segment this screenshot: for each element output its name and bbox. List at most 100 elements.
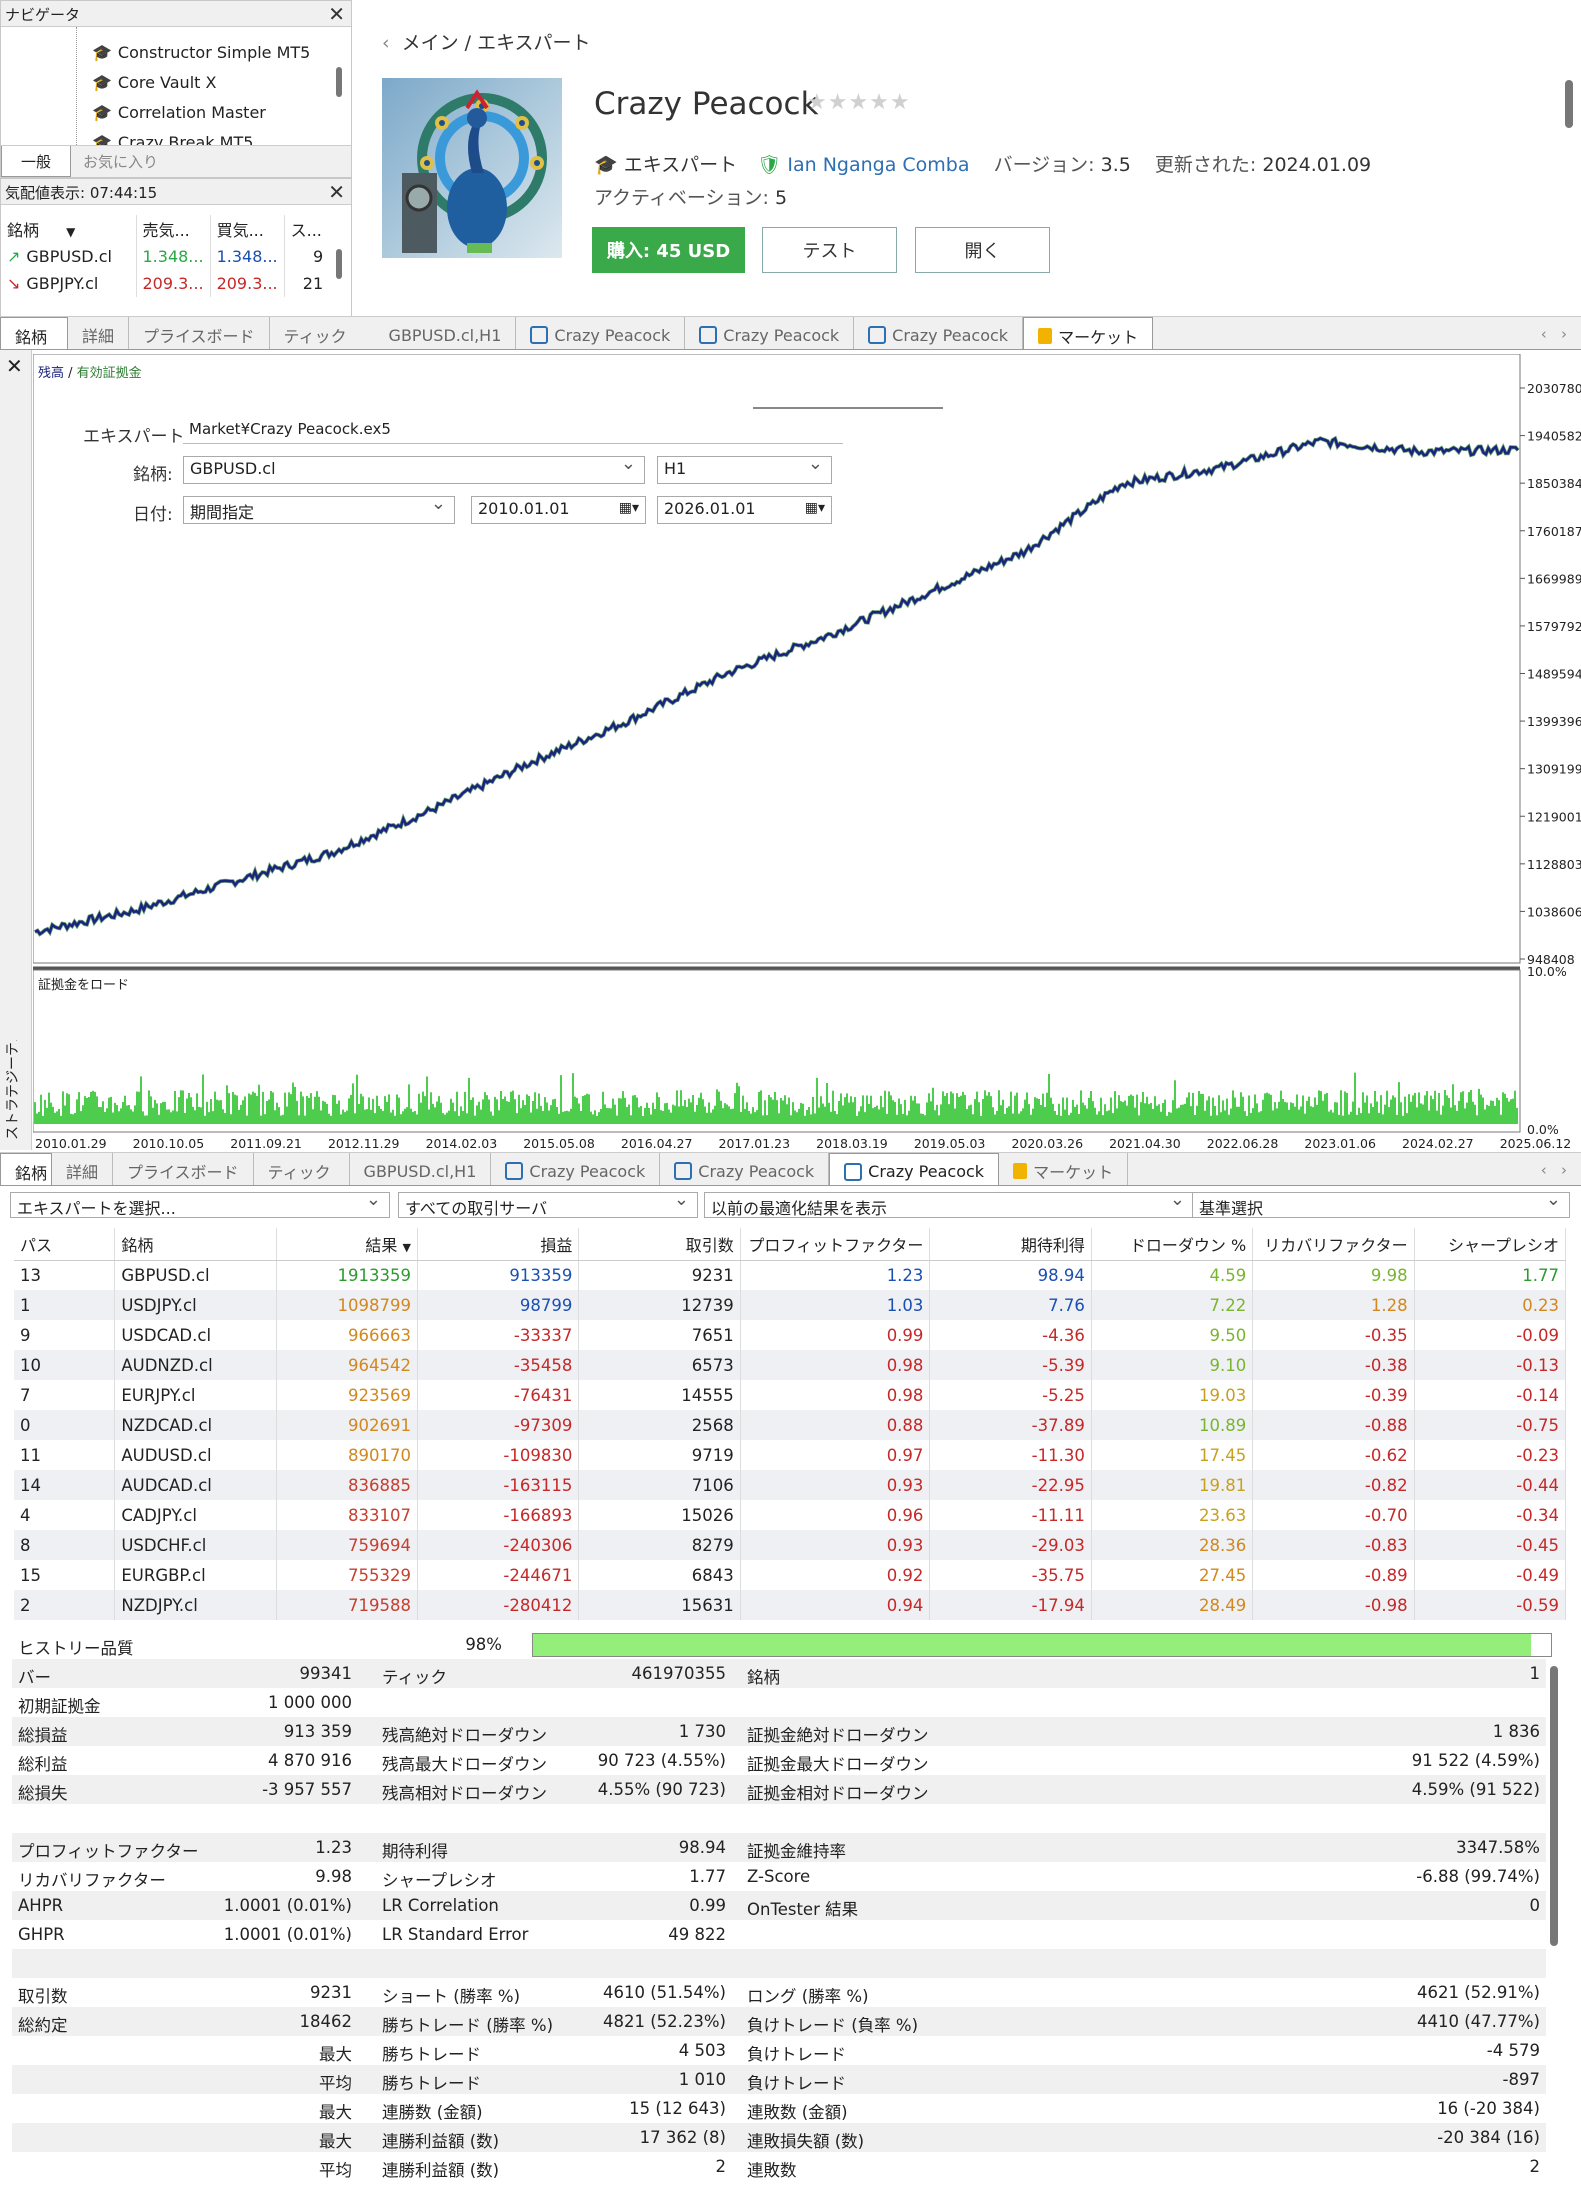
stat-label: 連勝数 (金額) [382,2103,483,2122]
date-from-field[interactable]: 2010.01.01 ▦▾ [471,496,646,524]
results-cell: -0.88 [1252,1410,1415,1440]
chip-icon [868,326,887,344]
close-icon[interactable]: ✕ [328,180,345,204]
stats-scrollbar[interactable] [1550,1666,1558,1946]
results-row[interactable]: 13 GBPUSD.cl 1913359 913359 9231 1.23 98.94 4.5… [14,1260,1566,1290]
tab-general[interactable]: 一般 [1,146,71,177]
tab-crazy-peacock-1[interactable]: Crazy Peacock [491,1153,661,1185]
tab-market[interactable]: マーケット [1023,317,1154,349]
close-icon[interactable]: ✕ [328,2,345,26]
tab-symbols[interactable]: 銘柄 [0,317,68,349]
results-row[interactable]: 14 AUDCAD.cl 836885 -163115 7106 0.93 -22.95 19… [14,1470,1566,1500]
tab-tick[interactable]: ティック [283,327,347,346]
results-row[interactable]: 8 USDCHF.cl 759694 -240306 8279 0.93 -29.03 28.… [14,1530,1566,1560]
results-col-header[interactable]: シャープレシオ [1414,1228,1566,1261]
results-col-header[interactable]: 期待利得 [929,1228,1092,1261]
results-col-header[interactable]: ドローダウン % [1091,1228,1254,1261]
tab-scroll-arrows[interactable]: ‹ › [1540,325,1567,343]
tab-chart-gbpusd[interactable]: GBPUSD.cl,H1 [375,317,517,349]
quote-row[interactable]: ↘ GBPJPY.cl 209.3... 209.3... 21 [1,270,329,297]
results-cell: 0 [14,1410,116,1440]
tab-priceboard[interactable]: プライスボード [113,1153,254,1185]
x-tick-label: 2010.01.29 [35,1136,107,1150]
results-row[interactable]: 9 USDCAD.cl 966663 -33337 7651 0.99 -4.36 9.50-… [14,1320,1566,1350]
tab-details[interactable]: 詳細 [68,317,130,349]
col-symbol[interactable]: 銘柄 ▼ [1,215,137,243]
results-row[interactable]: 15 EURGBP.cl 755329 -244671 6843 0.92 -35.75 27… [14,1560,1566,1590]
calendar-icon[interactable]: ▦▾ [804,500,825,516]
test-button[interactable]: テスト [762,227,897,273]
expert-field[interactable]: Market¥Crazy Peacock.ex5 [183,418,843,444]
navigator-item[interactable]: 🎓 Core Vault X [76,67,326,97]
date-mode-select[interactable]: 期間指定 [183,493,455,524]
history-filter-select[interactable]: 以前の最適化結果を表示 [704,1189,1194,1218]
results-cell: 0.97 [740,1440,931,1470]
col-spread[interactable]: ス... [290,221,322,240]
results-cell: -0.39 [1252,1380,1415,1410]
author-link[interactable]: Ian Nganga Comba [787,154,970,176]
close-icon[interactable]: ✕ [6,354,23,378]
results-col-header[interactable]: 取引数 [578,1228,741,1261]
stat-value: 98.94 [678,1838,726,1857]
col-ask[interactable]: 買気... [210,215,285,243]
stats-row: バー 99341 ティック 461970355 銘柄 1 [12,1659,1546,1688]
tab-crazy-peacock-1[interactable]: Crazy Peacock [516,317,686,349]
tab-scroll-arrows[interactable]: ‹ › [1540,1161,1567,1179]
tab-chart-gbpusd[interactable]: GBPUSD.cl,H1 [350,1153,492,1185]
results-cell: -11.30 [929,1440,1092,1470]
results-row[interactable]: 10 AUDNZD.cl 964542 -35458 6573 0.98 -5.39 9.10… [14,1350,1566,1380]
results-row[interactable]: 2 NZDJPY.cl 719588 -280412 15631 0.94 -17.94 28… [14,1590,1566,1620]
results-row[interactable]: 1 USDJPY.cl 1098799 98799 12739 1.03 7.76 7.22 1… [14,1290,1566,1320]
results-col-header[interactable]: リカバリファクター [1252,1228,1415,1261]
symbol-select[interactable]: GBPUSD.cl [183,453,645,484]
navigator-item[interactable]: 🎓 Correlation Master [76,97,326,127]
quotes-scrollbar[interactable] [336,249,342,279]
open-button[interactable]: 開く [915,227,1050,273]
stats-row: 平均 勝ちトレード 1 010 負けトレード -897 [12,2065,1546,2094]
results-row[interactable]: 11 AUDUSD.cl 890170 -109830 9719 0.97 -11.30 17… [14,1440,1566,1470]
results-col-header[interactable]: 結果 ▼ [276,1228,418,1261]
market-scrollbar[interactable] [1565,80,1573,128]
buy-button[interactable]: 購入: 45 USD [592,227,745,273]
results-cell: 0.92 [740,1560,931,1590]
results-col-header[interactable]: 損益 [417,1228,580,1261]
server-filter-select[interactable]: すべての取引サーバ [398,1189,698,1218]
stat-value: 2 [1529,2157,1541,2176]
tab-priceboard[interactable]: プライスボード [129,317,270,349]
back-chevron-icon[interactable]: ‹ [382,32,390,54]
results-col-header[interactable]: 銘柄 [114,1228,277,1261]
tab-tick[interactable]: ティック [254,1153,350,1185]
tab-market[interactable]: マーケット [999,1153,1129,1185]
tab-crazy-peacock-2[interactable]: Crazy Peacock [660,1153,830,1185]
results-row[interactable]: 4 CADJPY.cl 833107 -166893 15026 0.96 -11.11 23… [14,1500,1566,1530]
results-col-header[interactable]: パス [14,1228,116,1261]
date-to-field[interactable]: 2026.01.01 ▦▾ [657,496,832,524]
results-col-header[interactable]: プロフィットファクター [740,1228,931,1261]
tab-crazy-peacock-3[interactable]: Crazy Peacock [854,317,1024,349]
breadcrumb-text[interactable]: メイン / エキスパート [401,32,591,54]
tab-favorites[interactable]: お気に入り [83,153,159,171]
tab-details[interactable]: 詳細 [52,1153,114,1185]
results-cell: 7106 [578,1470,741,1500]
results-cell: 836885 [276,1470,418,1500]
navigator-scrollbar[interactable] [336,67,342,97]
rating-stars[interactable]: ★★★★★ [807,90,911,115]
results-cell: 15026 [578,1500,741,1530]
tab-crazy-peacock-3[interactable]: Crazy Peacock [829,1153,1000,1185]
navigator-item[interactable]: 🎓 Constructor Simple MT5 [76,37,326,67]
legend-separator: / [64,366,77,381]
criterion-select[interactable]: 基準選択 [1192,1189,1570,1218]
calendar-icon[interactable]: ▦▾ [618,500,639,516]
col-bid[interactable]: 売気... [136,215,211,243]
navigator-item[interactable]: 🎓 Crazy Break MT5 [76,127,326,146]
tab-symbols[interactable]: 銘柄 [0,1153,52,1185]
results-cell: 8 [14,1530,116,1560]
results-cell: 9.10 [1091,1350,1254,1380]
timeframe-select[interactable]: H1 [657,453,832,484]
tab-crazy-peacock-2[interactable]: Crazy Peacock [685,317,855,349]
updated-value: 2024.01.09 [1262,154,1372,176]
quote-row[interactable]: ↗ GBPUSD.cl 1.348... 1.348... 9 [1,243,329,270]
expert-filter-select[interactable]: エキスパートを選択... [10,1189,390,1218]
results-row[interactable]: 0 NZDCAD.cl 902691 -97309 2568 0.88 -37.89 10.8… [14,1410,1566,1440]
results-row[interactable]: 7 EURJPY.cl 923569 -76431 14555 0.98 -5.25 19.0… [14,1380,1566,1410]
